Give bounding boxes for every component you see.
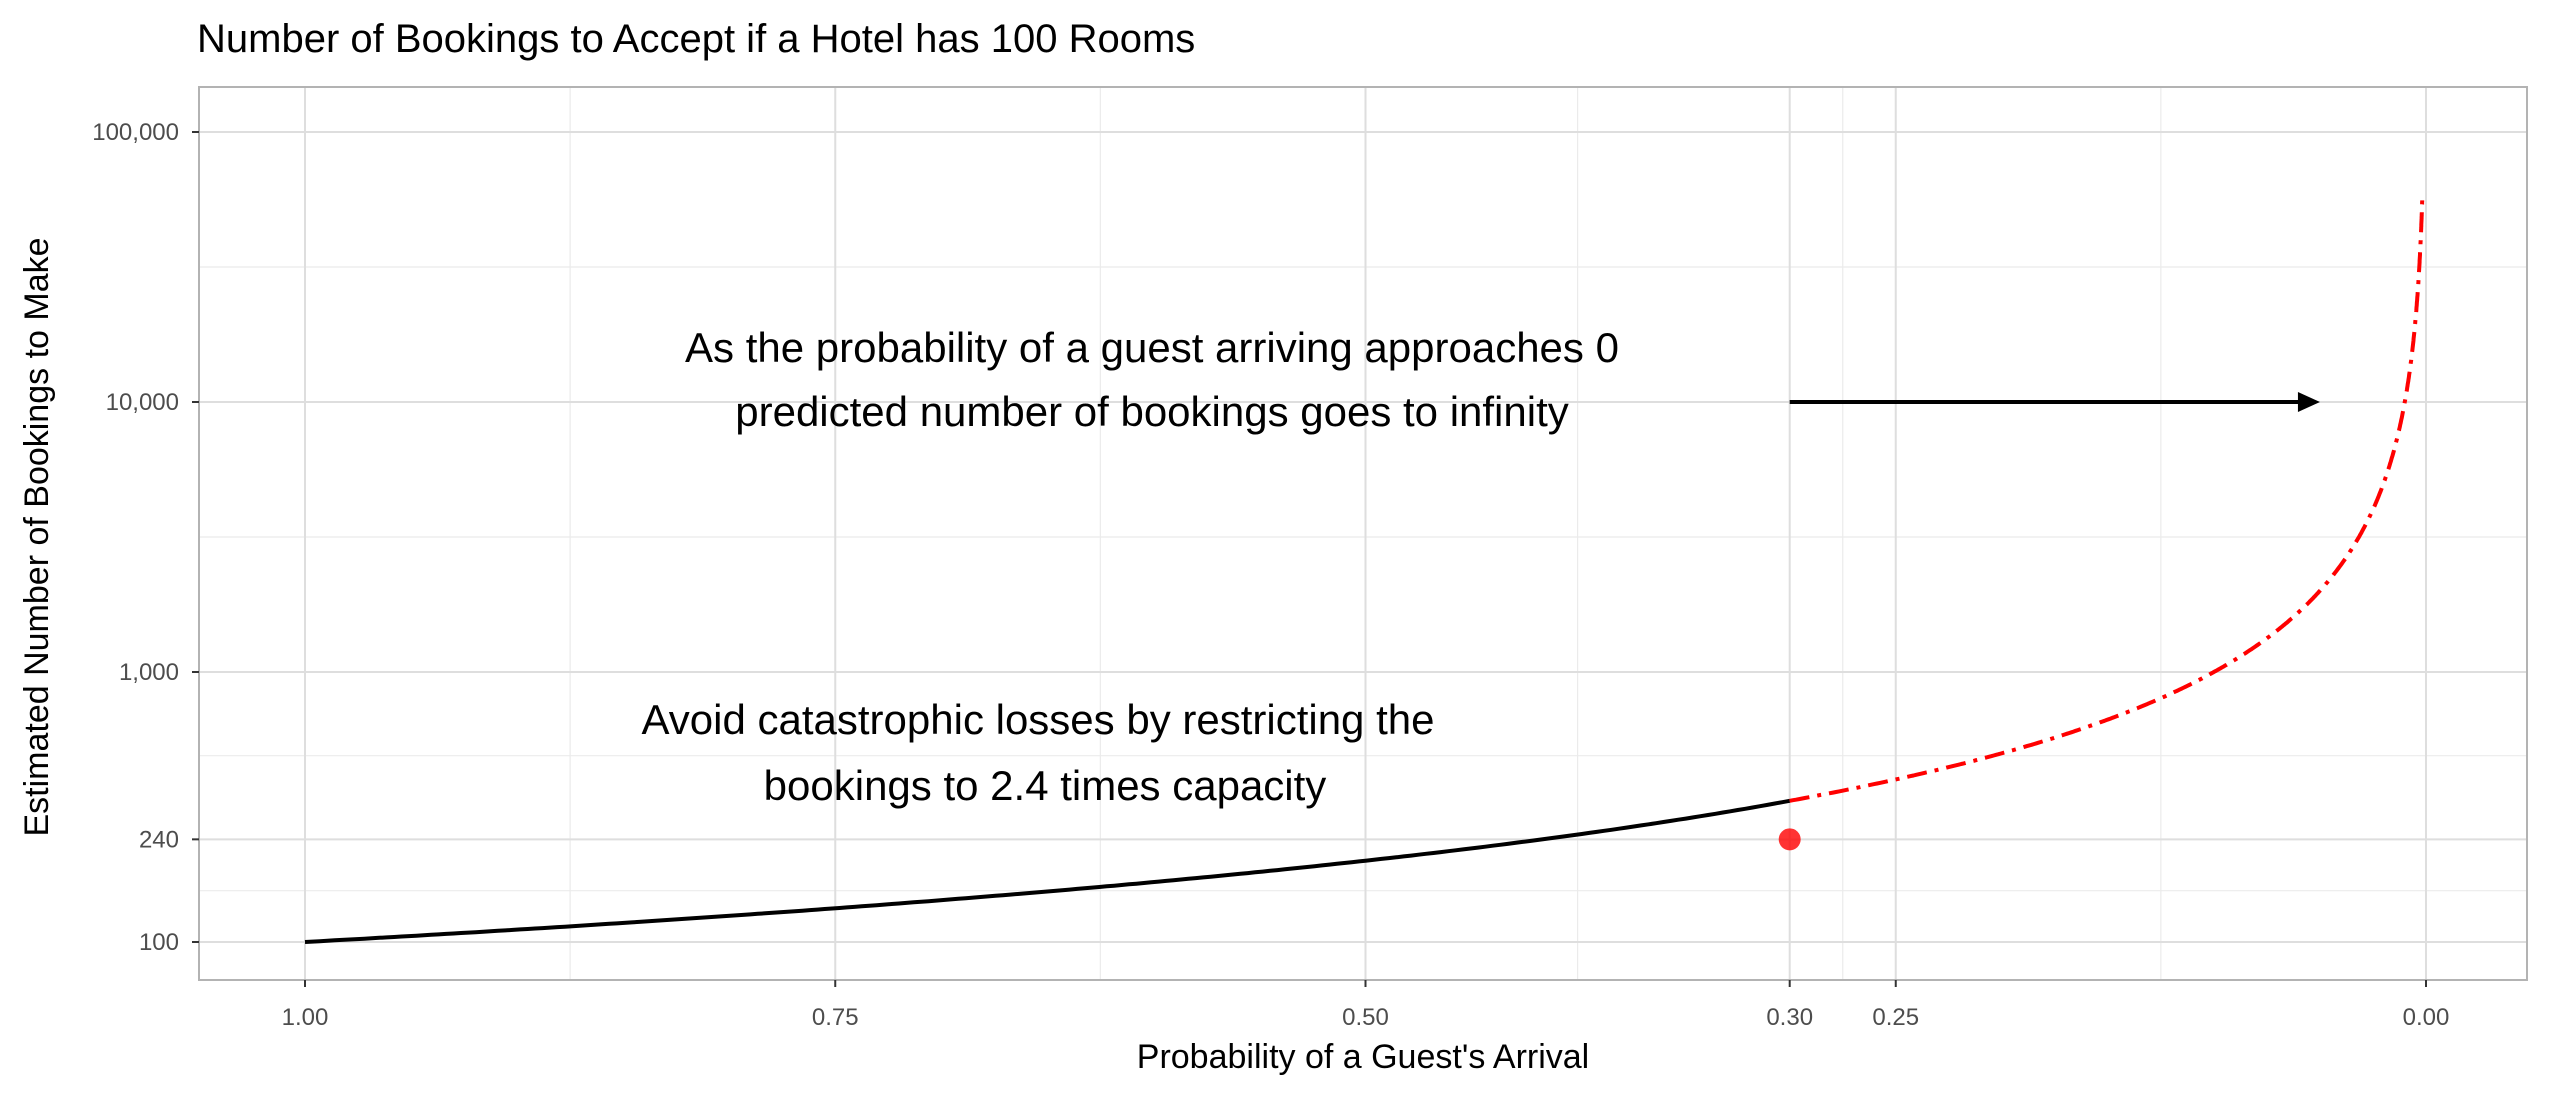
annotation-restrict-line-2: bookings to 2.4 times capacity [764, 762, 1327, 809]
y-tick-label: 1,000 [119, 659, 179, 686]
x-tick-label: 0.30 [1766, 1004, 1813, 1031]
grid [199, 87, 2527, 980]
y-tick-label: 100,000 [92, 119, 179, 146]
panel-border [198, 86, 2528, 981]
chart-title: Number of Bookings to Accept if a Hotel … [197, 17, 1195, 61]
y-axis-title: Estimated Number of Bookings to Make [18, 237, 56, 836]
arrow [1789, 392, 2320, 412]
x-tick-label: 0.50 [1342, 1004, 1389, 1031]
x-tick-label: 0.75 [812, 1004, 859, 1031]
series-line-solid [304, 798, 1791, 944]
highlight-point [1778, 828, 1801, 851]
x-tick-label: 0.00 [2403, 1004, 2450, 1031]
highlight-point-layer [1778, 828, 1801, 851]
axis-ticks: 1.00 0.75 0.50 0.30 0.25 0.00 100 240 1,000 10,00… [92, 119, 2449, 1031]
y-tick-label: 240 [139, 826, 179, 853]
x-tick-label: 1.00 [282, 1004, 329, 1031]
series-line-dashdot [1789, 192, 2425, 803]
y-tick-label: 100 [139, 929, 179, 956]
y-tick-label: 10,000 [106, 389, 179, 416]
annotation-restrict-line-1: Avoid catastrophic losses by restricting… [642, 696, 1435, 743]
annotation-infinity-line-1: As the probability of a guest arriving a… [685, 324, 1619, 371]
x-tick-label: 0.25 [1872, 1004, 1919, 1031]
x-axis-title: Probability of a Guest's Arrival [1137, 1038, 1589, 1076]
arrow-head [2297, 392, 2320, 412]
series-layer [304, 192, 2425, 944]
annotation-infinity-line-2: predicted number of bookings goes to inf… [735, 388, 1569, 435]
